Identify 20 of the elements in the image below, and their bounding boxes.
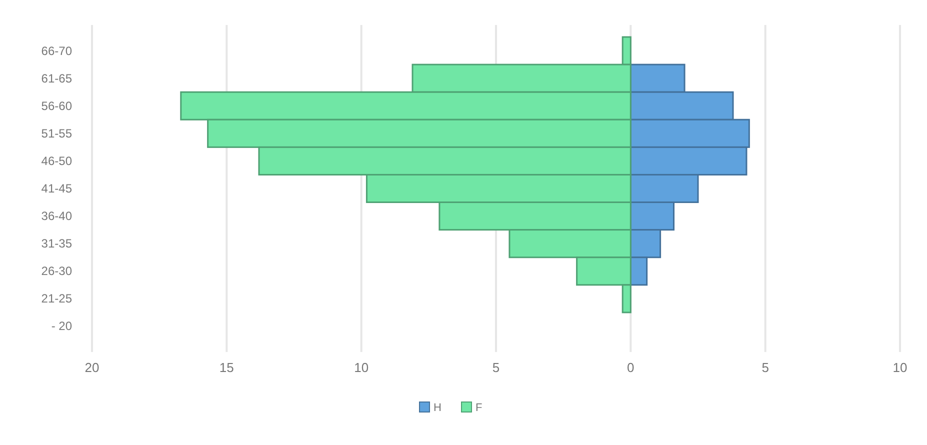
- y-tick-label: 46-50: [41, 154, 72, 168]
- x-tick-label: 20: [84, 360, 100, 375]
- y-tick-label: 51-55: [41, 126, 72, 140]
- y-tick-label: 41-45: [41, 182, 72, 196]
- x-tick-label: 15: [219, 360, 234, 375]
- legend-label: H: [434, 402, 442, 414]
- legend-label: F: [476, 402, 482, 414]
- x-tick-label: 5: [762, 360, 769, 375]
- y-tick-label: 26-30: [41, 264, 72, 278]
- x-tick-label: 10: [354, 360, 369, 375]
- y-tick-label: 66-70: [41, 44, 72, 58]
- x-tick-label: 5: [492, 360, 500, 375]
- y-tick-label: 31-35: [41, 236, 72, 251]
- x-tick-label: 10: [892, 360, 908, 375]
- y-tick-label: 21-25: [41, 292, 72, 306]
- y-tick-label: 61-65: [41, 71, 72, 86]
- y-tick-label: 56-60: [41, 98, 72, 113]
- x-tick-label: 0: [627, 360, 634, 375]
- y-tick-label: - 20: [51, 319, 72, 334]
- y-tick-label: 36-40: [41, 209, 72, 224]
